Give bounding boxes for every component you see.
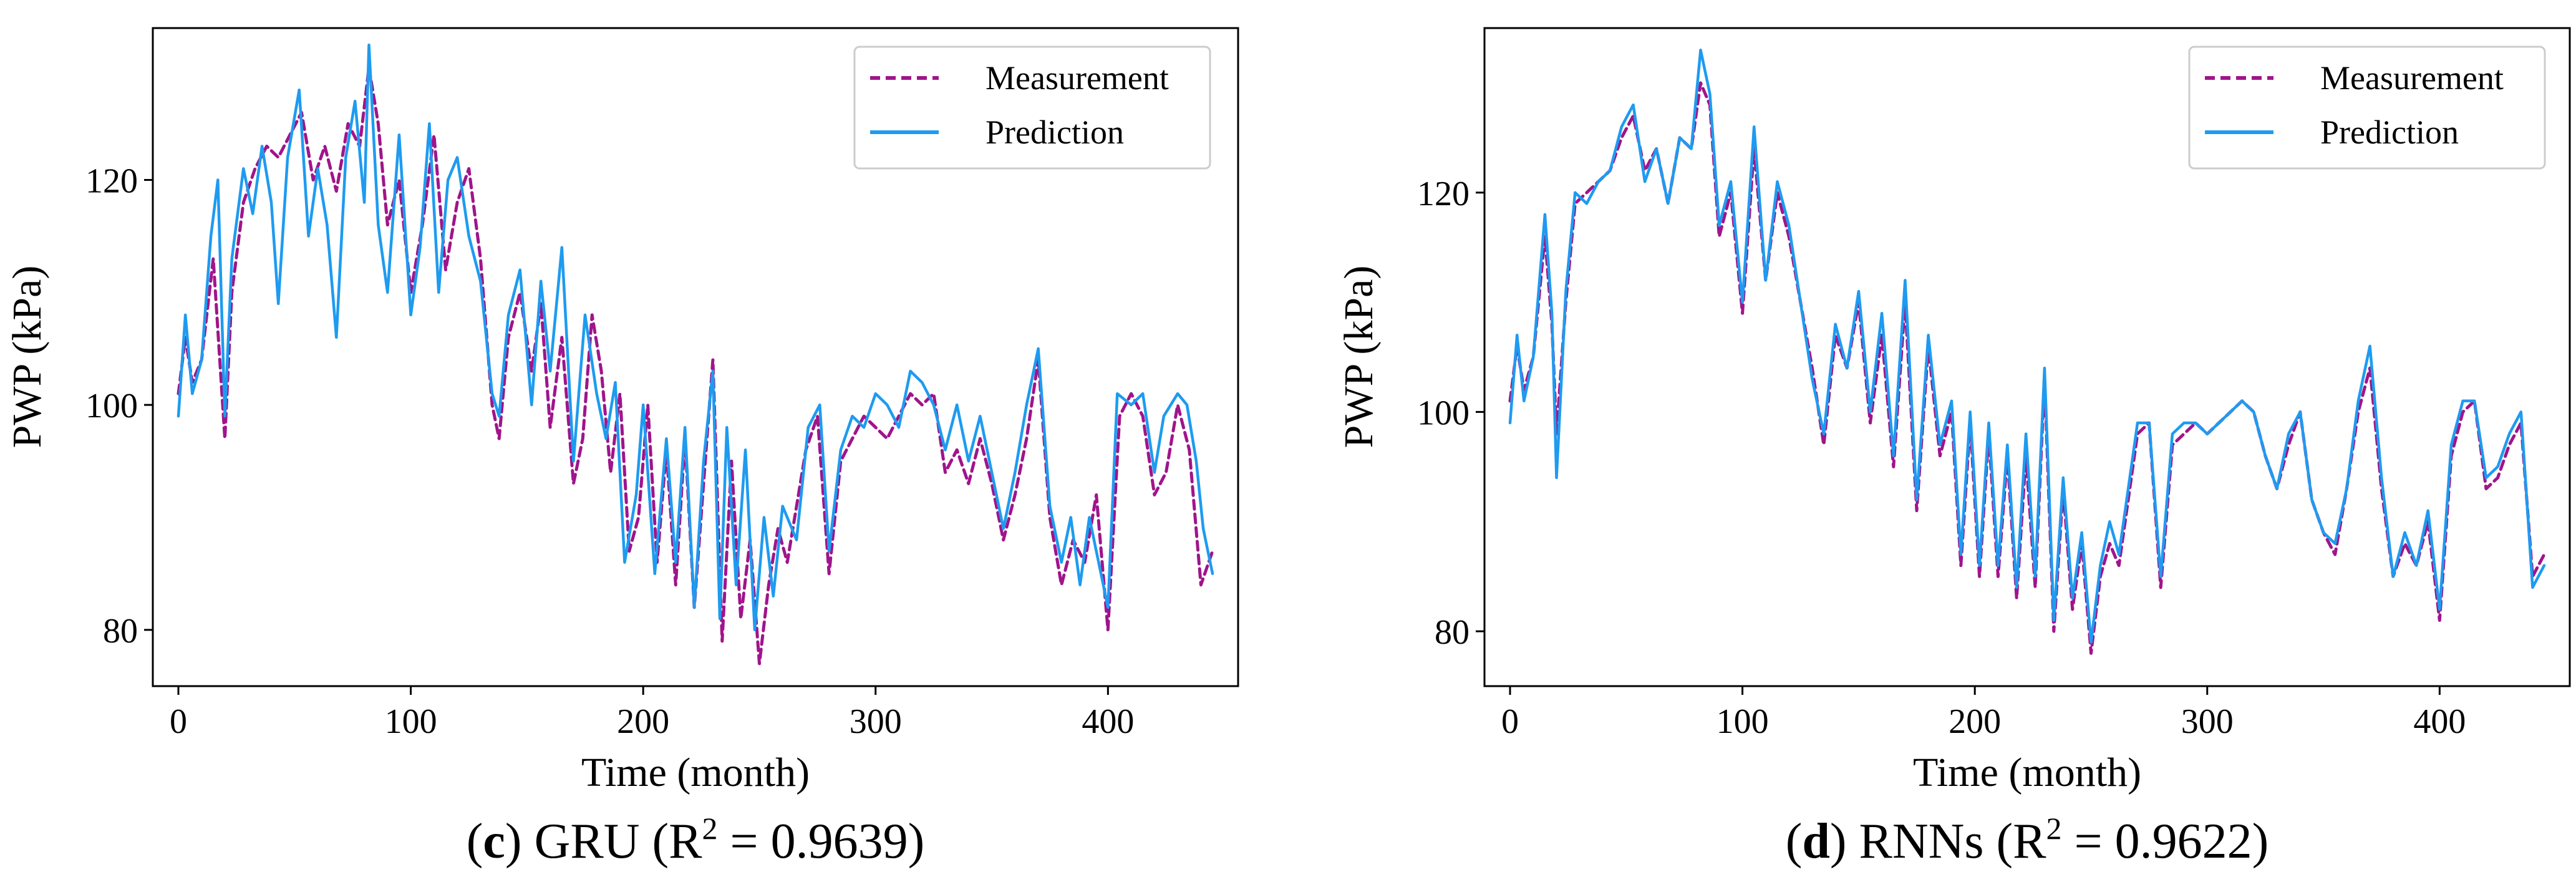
legend-label-measurement: Measurement: [985, 59, 1169, 97]
series-lines: [1508, 48, 2546, 655]
legend: Measurement Prediction: [853, 46, 1211, 170]
x-tick-label: 400: [1082, 702, 1134, 741]
x-tick-label: 300: [850, 702, 902, 741]
caption-close-paren: ): [1830, 814, 1859, 869]
x-tick-label: 300: [2181, 702, 2234, 741]
caption-model: GRU: [535, 814, 640, 869]
caption-r2-sup: 2: [702, 811, 717, 846]
y-axis: 80 100 120: [1417, 175, 1484, 652]
x-axis-label: Time (month): [1913, 750, 2141, 795]
caption-model: RNNs: [1859, 814, 1983, 869]
x-axis: 0 100 200 300 400: [1501, 686, 2466, 741]
x-axis-label: Time (month): [581, 750, 810, 795]
y-axis-label: PWP (kPa): [4, 266, 50, 448]
y-tick-label: 80: [1435, 613, 1470, 652]
legend: Measurement Prediction: [2188, 46, 2546, 170]
panel-caption: (c) GRU (R2 = 0.9639): [467, 811, 924, 869]
plot-frame: [152, 27, 1239, 687]
series-lines: [177, 43, 1214, 666]
x-tick-label: 0: [1501, 702, 1519, 741]
caption-letter: d: [1802, 814, 1830, 869]
plot-frame: [1483, 27, 2571, 687]
caption-open-paren: (: [1786, 814, 1803, 869]
y-tick-label: 100: [85, 387, 138, 425]
y-axis-label: PWP (kPa): [1336, 266, 1382, 448]
panel-caption: (d) RNNs (R2 = 0.9622): [1786, 811, 2269, 869]
legend-box: [2188, 46, 2546, 170]
y-axis: 80 100 120: [85, 162, 153, 651]
x-tick-label: 0: [170, 702, 187, 741]
x-axis: 0 100 200 300 400: [170, 686, 1134, 741]
legend-box: [853, 46, 1211, 170]
legend-label-prediction: Prediction: [985, 114, 1124, 151]
series-line-prediction: [1508, 48, 2546, 644]
x-tick-label: 200: [617, 702, 669, 741]
caption-r2-prefix: (R: [1984, 814, 2047, 869]
caption-r2-prefix: (R: [639, 814, 702, 869]
y-tick-label: 100: [1417, 394, 1470, 432]
caption-letter: c: [483, 814, 505, 869]
caption-r2-sup: 2: [2046, 811, 2062, 846]
x-tick-label: 200: [1949, 702, 2001, 741]
y-tick-label: 120: [85, 162, 138, 200]
caption-r2-suffix: = 0.9622): [2062, 814, 2269, 869]
legend-label-prediction: Prediction: [2320, 114, 2459, 151]
x-tick-label: 100: [1717, 702, 1769, 741]
caption-open-paren: (: [467, 814, 483, 869]
series-line-prediction: [177, 43, 1214, 632]
y-tick-label: 120: [1417, 175, 1470, 213]
y-tick-label: 80: [103, 612, 138, 651]
x-tick-label: 400: [2413, 702, 2466, 741]
x-tick-label: 100: [385, 702, 437, 741]
legend-label-measurement: Measurement: [2320, 59, 2504, 97]
chart-panel-c: 0 100 200 300 400 80 100 120 Time (month) PWP …: [4, 27, 1239, 869]
caption-close-paren: ): [505, 814, 535, 869]
chart-panel-d: 0 100 200 300 400 80 100 120 Time (month) PWP …: [1336, 27, 2571, 869]
caption-r2-suffix: = 0.9639): [717, 814, 924, 869]
